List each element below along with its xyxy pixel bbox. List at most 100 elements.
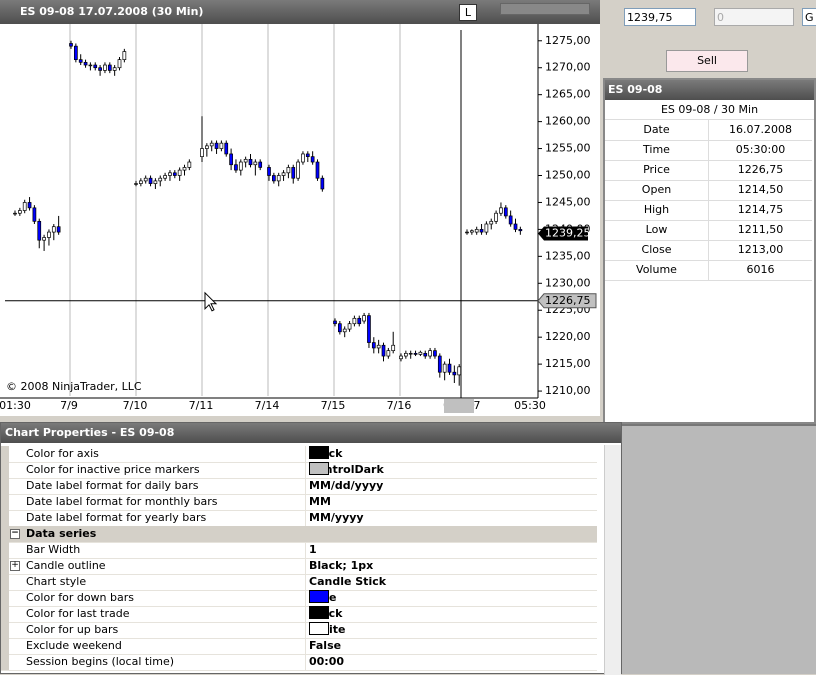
data-value: 1226,75 [737,163,784,176]
y-tick-label: 1270,00 [545,61,591,74]
candle-body [248,158,253,166]
property-label: Chart style [26,575,87,588]
candle-body [22,202,27,211]
candle-body [272,175,276,182]
candle-body [489,220,494,225]
candle-body [367,315,371,343]
property-value[interactable]: Black [309,606,342,622]
data-value: 1214,75 [737,203,784,216]
candle-body [452,371,457,376]
y-tick-label: 1250,00 [545,169,591,182]
property-label: Color for down bars [26,591,134,604]
property-value[interactable]: MM/dd/yyyy [309,478,383,494]
extra-input[interactable]: G [802,8,816,26]
property-value[interactable]: White [309,622,345,638]
price-input[interactable]: 1239,75 [624,8,696,26]
y-tick-label: 1255,00 [545,142,591,155]
data-label: Low [605,220,709,240]
candle-body [234,164,238,171]
y-tick-label: 1245,00 [545,195,591,208]
data-label: Close [605,240,709,260]
property-value[interactable]: Blue [309,590,336,606]
color-swatch [309,606,329,619]
property-text: 00:00 [309,655,345,668]
divider [305,638,306,654]
gutter [1,638,9,654]
expand-box[interactable]: + [10,560,20,571]
candle-body [47,231,51,238]
candle-body [503,207,508,217]
data-row: Time 05:30:00 [605,140,812,161]
candle-body [338,323,342,333]
property-value[interactable]: 1 [309,542,317,558]
color-swatch [309,622,329,635]
candle-body [291,167,296,179]
candle-body [413,352,418,355]
gutter [1,478,9,494]
candle-body [219,142,224,149]
gutter [1,510,9,526]
divider [305,542,306,558]
candle-body [381,344,386,357]
property-value[interactable]: MM/yyyy [309,510,364,526]
data-row: Open 1214,50 [605,180,812,201]
x-tick-label: 7/14 [255,399,280,412]
property-row: Bar Width 1 [1,542,597,559]
x-tick-label: 01:30 [0,399,31,412]
property-value[interactable]: False [309,638,341,654]
l-button[interactable]: L [459,4,477,21]
crosshair-marker [537,293,597,309]
property-text: MM/dd/yyyy [309,479,384,492]
property-row: Color for axis Black [1,446,597,463]
property-value[interactable]: MM [309,494,331,510]
property-row: Exclude weekend False [1,638,597,655]
property-text: MM [309,495,331,508]
property-value[interactable]: Candle Stick [309,574,386,590]
sell-button[interactable]: Sell [666,50,748,72]
property-value[interactable]: Black; 1px [309,558,373,574]
candle-body [51,226,56,233]
x-tick-label: 7/10 [123,399,148,412]
candle-body [37,220,42,241]
y-tick-label: 1260,00 [545,115,591,128]
candle-body [172,172,177,176]
property-label: Date label format for yearly bars [26,511,207,524]
scrollbar[interactable] [604,445,621,675]
candle-body [117,59,122,69]
property-value[interactable]: Black [309,446,342,462]
qty-input[interactable]: 0 [714,8,794,26]
candle-body [83,61,88,66]
property-label: Color for last trade [26,607,130,620]
candle-body [214,142,219,149]
gutter [1,654,9,670]
x-tick-label: 7/11 [189,399,214,412]
y-tick-label: 1235,00 [545,249,591,262]
crosshair-time-bg [444,399,474,413]
data-row: Volume 6016 [605,260,812,281]
y-tick-label: 1230,00 [545,276,591,289]
chart: 1210,001215,001220,001225,001230,001235,… [0,24,600,416]
data-row: Date 16.07.2008 [605,120,812,141]
plot-bg [0,24,600,416]
gutter [1,574,9,590]
candle-body [13,212,17,215]
property-value[interactable]: 00:00 [309,654,344,670]
candle-body [112,67,117,71]
candle-body [238,161,243,171]
property-label: Candle outline [26,559,106,572]
candle-body [200,148,204,157]
candle-body [474,229,479,233]
candle-body [18,210,22,214]
data-row: Price 1226,75 [605,160,812,181]
x-tick-label: 7/15 [321,399,346,412]
property-text: Candle Stick [309,575,387,588]
property-row: Date label format for daily bars MM/dd/yy… [1,478,597,495]
collapse-box: − [10,528,20,539]
divider [305,654,306,670]
window-controls[interactable] [500,3,590,15]
candle-body [103,64,107,71]
property-label: Color for axis [26,447,99,460]
property-label: Exclude weekend [26,639,122,652]
property-value[interactable]: ControlDark [309,462,384,478]
candle-body [408,352,413,355]
